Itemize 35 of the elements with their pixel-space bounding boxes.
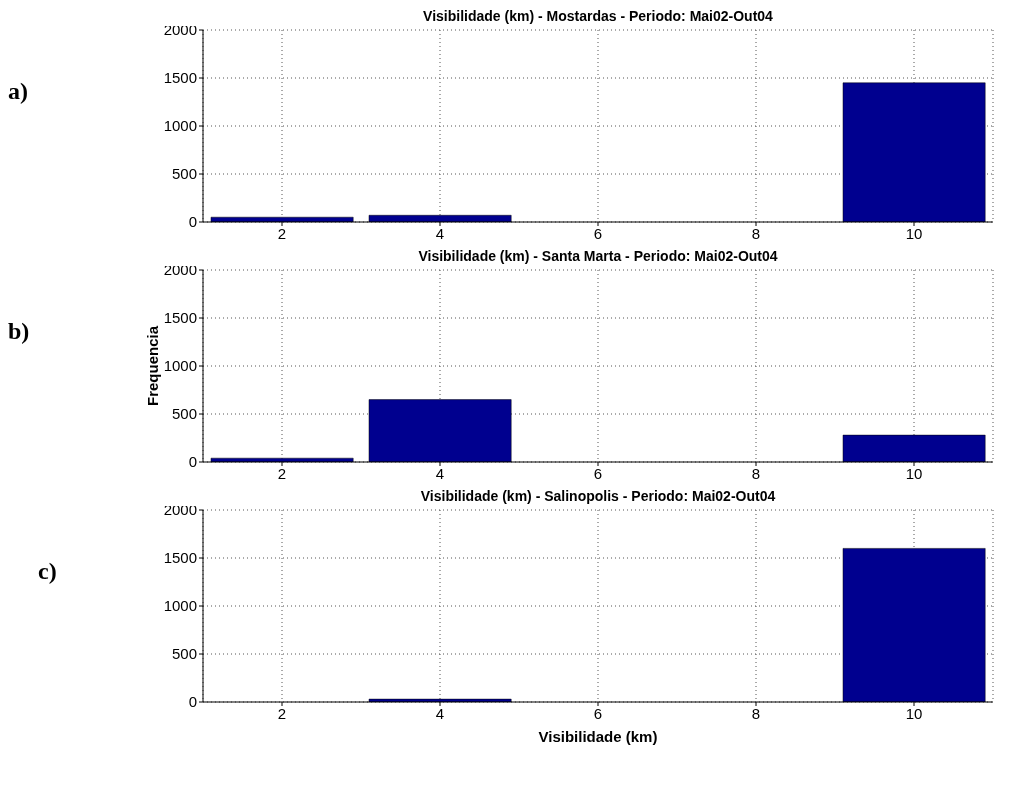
text: b): [8, 318, 31, 345]
y-tick-label: 1000: [163, 357, 197, 375]
x-tick-label: 2: [277, 464, 287, 482]
x-tick-label: 4: [435, 704, 445, 722]
x-tick-label: 6: [593, 224, 603, 242]
y-axis-title: Frequencia: [144, 325, 162, 407]
x-tick-label: 8: [751, 464, 761, 482]
y-tick-label: 1000: [163, 597, 197, 615]
y-tick-label: 500: [171, 405, 197, 423]
y-tick-label: 1000: [163, 117, 197, 135]
x-axis-title: Visibilidade (km): [537, 728, 659, 745]
x-tick-label: 6: [593, 464, 603, 482]
y-tick-label: 0: [188, 693, 197, 711]
y-tick-label: 1500: [163, 549, 197, 567]
x-tick-label: 10: [905, 224, 923, 242]
chart-title: Visibilidade (km) - Santa Marta - Periodo: Mai02-Out04: [417, 248, 779, 266]
y-tick-label: 0: [188, 213, 197, 231]
y-tick-label: 500: [171, 165, 197, 183]
x-tick-label: 8: [751, 224, 761, 242]
text: c): [37, 558, 58, 585]
x-tick-label: 2: [277, 704, 287, 722]
x-tick-label: 10: [905, 464, 923, 482]
x-tick-label: 4: [435, 464, 445, 482]
y-tick-label: 500: [171, 645, 197, 663]
chart-title: Visibilidade (km) - Salinopolis - Periodo: Mai02-Out04: [419, 488, 777, 506]
y-tick-label: 1500: [163, 69, 197, 87]
y-tick-label: 1500: [163, 309, 197, 327]
y-tick-label: 0: [188, 453, 197, 471]
x-tick-label: 8: [751, 704, 761, 722]
x-tick-label: 4: [435, 224, 445, 242]
text: a): [8, 78, 29, 105]
x-tick-label: 10: [905, 704, 923, 722]
x-tick-label: 2: [277, 224, 287, 242]
chart-title: Visibilidade (km) - Mostardas - Periodo: Mai02-Out04: [422, 8, 774, 26]
x-tick-label: 6: [593, 704, 603, 722]
